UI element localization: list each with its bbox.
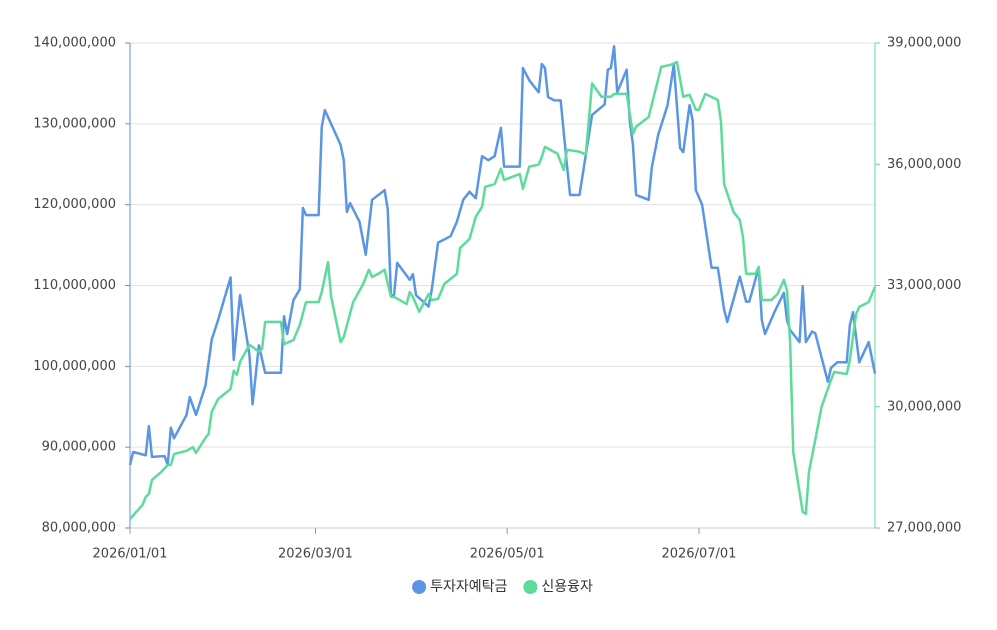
legend-swatch xyxy=(412,580,427,594)
legend: 투자자예탁금 신용융자 xyxy=(412,579,593,595)
y-tick-label: 110,000,000 xyxy=(33,278,116,293)
series-line xyxy=(129,60,877,520)
y-tick-label: 100,000,000 xyxy=(33,359,116,374)
x-tick-label: 2026/07/01 xyxy=(661,547,736,562)
x-tick-label: 2026/03/01 xyxy=(278,547,353,562)
legend-label: 신용융자 xyxy=(541,579,593,595)
series-line xyxy=(128,44,877,467)
y2-tick-label: 36,000,000 xyxy=(887,157,961,172)
y2-tick-label: 39,000,000 xyxy=(887,36,961,51)
legend-label: 투자자예탁금 xyxy=(430,579,507,595)
y-tick-label: 120,000,000 xyxy=(33,197,116,212)
legend-swatch xyxy=(523,580,538,594)
y2-tick-label: 27,000,000 xyxy=(887,521,961,536)
y-tick-label: 90,000,000 xyxy=(42,440,116,455)
legend-item: 신용융자 xyxy=(523,579,593,595)
y-tick-label: 140,000,000 xyxy=(33,36,116,51)
y-tick-label: 80,000,000 xyxy=(42,521,116,536)
y-tick-label: 130,000,000 xyxy=(33,116,116,131)
x-tick-label: 2026/05/01 xyxy=(470,547,545,562)
x-tick-label: 2026/01/01 xyxy=(93,547,168,562)
legend-item: 투자자예탁금 xyxy=(412,579,507,595)
y2-tick-label: 30,000,000 xyxy=(887,399,961,414)
y2-tick-label: 33,000,000 xyxy=(887,278,961,293)
